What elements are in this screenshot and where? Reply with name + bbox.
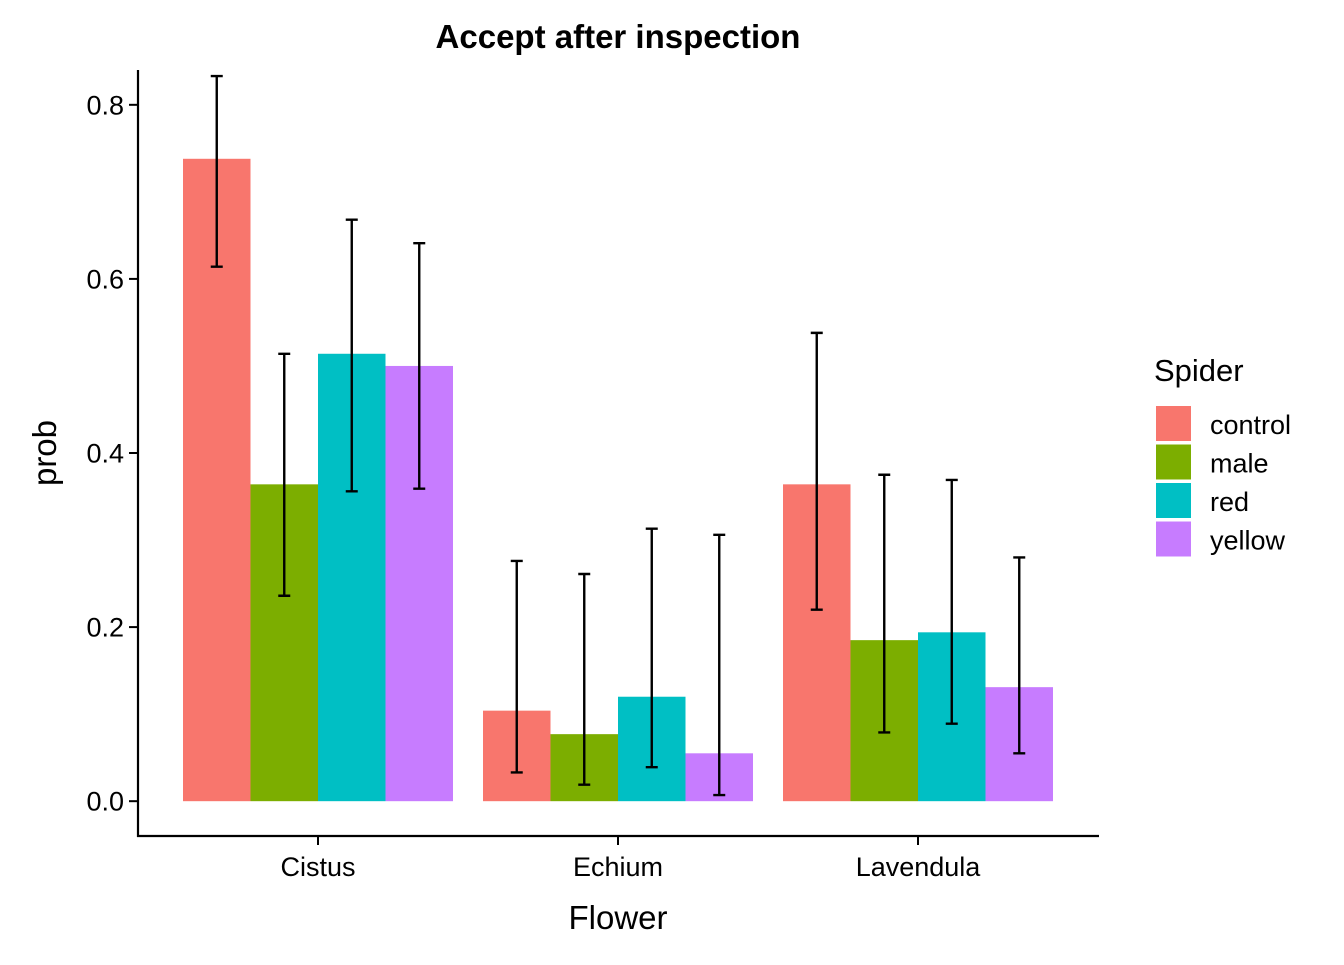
error-bar-yellow-echium [713,533,726,797]
y-axis-ticks: 0.0 0.2 0.4 0.6 0.8 [86,90,138,817]
x-tick-label-echium: Echium [573,852,663,882]
error-bar-yellow-lavendula [1013,556,1026,755]
y-tick-label: 0.2 [86,613,124,643]
legend-label-yellow: yellow [1210,526,1286,556]
chart-title: Accept after inspection [436,18,801,55]
legend: Spider control male red yellow [1154,353,1291,557]
legend-title: Spider [1154,353,1244,388]
legend-key-yellow [1156,521,1191,557]
bars-layer [183,158,1053,802]
error-bar-male-cistus [278,352,291,597]
legend-key-control [1156,406,1191,441]
x-tick-label-cistus: Cistus [280,852,355,882]
y-tick-label: 0.0 [86,787,124,817]
error-bar-yellow-cistus [413,242,426,490]
y-tick-label: 0.6 [86,264,124,294]
error-bars-layer [210,74,1026,797]
error-bar-control-cistus [210,74,223,268]
legend-key-male [1156,444,1191,480]
legend-label-control: control [1210,410,1291,440]
legend-key-red [1156,483,1191,518]
x-axis-title: Flower [568,899,667,936]
error-bar-male-echium [578,572,591,786]
legend-label-red: red [1210,487,1249,517]
y-axis-title: prob [26,420,63,486]
error-bar-male-lavendula [878,473,891,734]
error-bar-red-lavendula [945,478,958,725]
error-bar-red-echium [645,527,658,769]
x-tick-label-lavendula: Lavendula [856,852,982,882]
error-bar-control-echium [510,559,523,774]
y-tick-label: 0.4 [86,439,124,469]
legend-label-male: male [1210,449,1269,479]
x-axis-ticks: Cistus Echium Lavendula [280,836,981,882]
y-tick-label: 0.8 [86,90,124,120]
error-bar-control-lavendula [810,331,823,611]
error-bar-red-cistus [345,218,358,493]
